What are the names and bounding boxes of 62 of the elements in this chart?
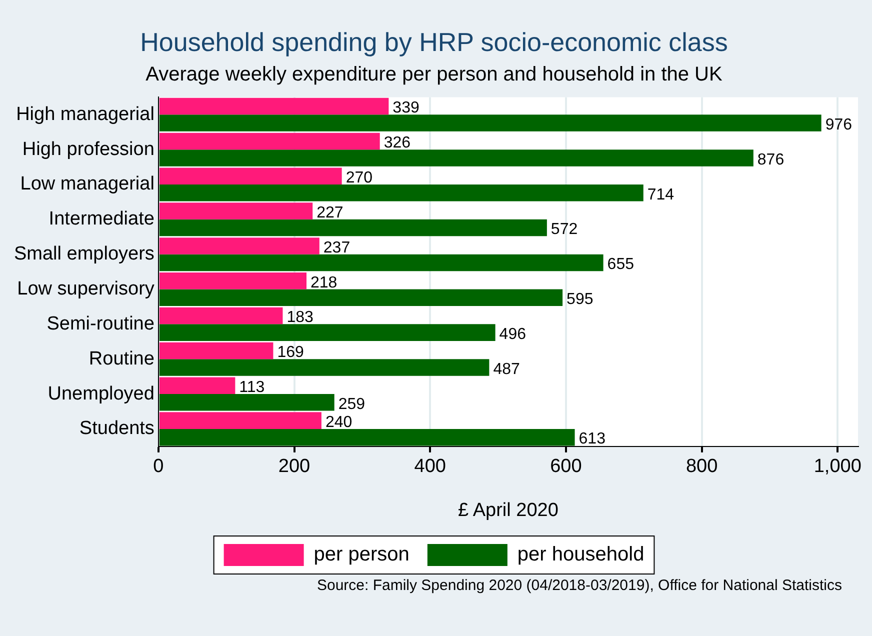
legend-label: per household	[517, 544, 644, 566]
x-axis-title: £ April 2020	[458, 500, 558, 521]
y-tick-label: Low supervisory	[17, 278, 155, 300]
bar	[159, 272, 306, 290]
data-label: 326	[384, 134, 411, 152]
bar	[159, 238, 320, 254]
bar	[159, 114, 822, 132]
bar	[159, 307, 283, 324]
bar	[159, 168, 342, 184]
data-label: 976	[825, 116, 852, 134]
data-label: 655	[607, 256, 634, 274]
bar	[159, 219, 547, 236]
y-tick-label: Routine	[88, 348, 154, 370]
data-label: 227	[316, 204, 344, 222]
data-label: 876	[757, 151, 784, 168]
bar	[159, 202, 313, 220]
bar	[159, 324, 496, 341]
x-tick-label: 800	[686, 456, 718, 478]
chart-title: Household spending by HRP socio-economic class	[140, 26, 728, 57]
y-tick-label: Small employers	[14, 244, 154, 265]
data-label: 270	[346, 170, 373, 187]
bar	[159, 98, 389, 115]
data-label: 113	[239, 379, 265, 396]
x-tick-label: 1,000	[814, 456, 862, 478]
bar	[159, 184, 644, 202]
bar	[159, 289, 563, 306]
x-tick-label: 0	[153, 456, 164, 478]
legend-label: per person	[314, 544, 410, 566]
bar	[159, 132, 380, 150]
data-label: 613	[578, 430, 606, 448]
y-tick-label: Low managerial	[20, 174, 154, 195]
bar	[159, 394, 334, 411]
data-label: 259	[338, 396, 366, 413]
data-label: 714	[647, 186, 674, 204]
x-tick-label: 400	[414, 456, 446, 478]
bar	[159, 359, 490, 376]
data-label: 595	[566, 291, 594, 308]
x-tick-label: 200	[278, 456, 310, 478]
bar	[159, 428, 575, 446]
data-label: 237	[323, 239, 350, 256]
source-note: Source: Family Spending 2020 (04/2018-03/2019), Office for National Statistics	[316, 577, 842, 594]
data-label: 339	[392, 100, 420, 117]
y-tick-label: Semi-routine	[46, 313, 154, 334]
y-tick-label: Intermediate	[48, 208, 154, 230]
y-tick-label: High profession	[22, 138, 154, 160]
chart-subtitle: Average weekly expenditure per person and household in the UK	[146, 64, 723, 86]
data-label: 218	[310, 274, 338, 292]
bar	[159, 150, 754, 166]
data-label: 240	[325, 414, 352, 431]
bar	[159, 412, 322, 429]
data-label: 572	[550, 221, 578, 238]
bar	[159, 377, 236, 394]
y-tick-label: Students	[79, 418, 154, 440]
data-label: 487	[493, 360, 520, 378]
data-label: 183	[286, 309, 314, 326]
bar	[159, 342, 274, 360]
y-tick-label: Unemployed	[48, 383, 154, 404]
data-label: 169	[277, 344, 304, 362]
data-label: 496	[499, 326, 526, 343]
bar	[159, 254, 604, 272]
y-tick-label: High managerial	[16, 104, 154, 125]
x-tick-label: 600	[550, 456, 582, 478]
